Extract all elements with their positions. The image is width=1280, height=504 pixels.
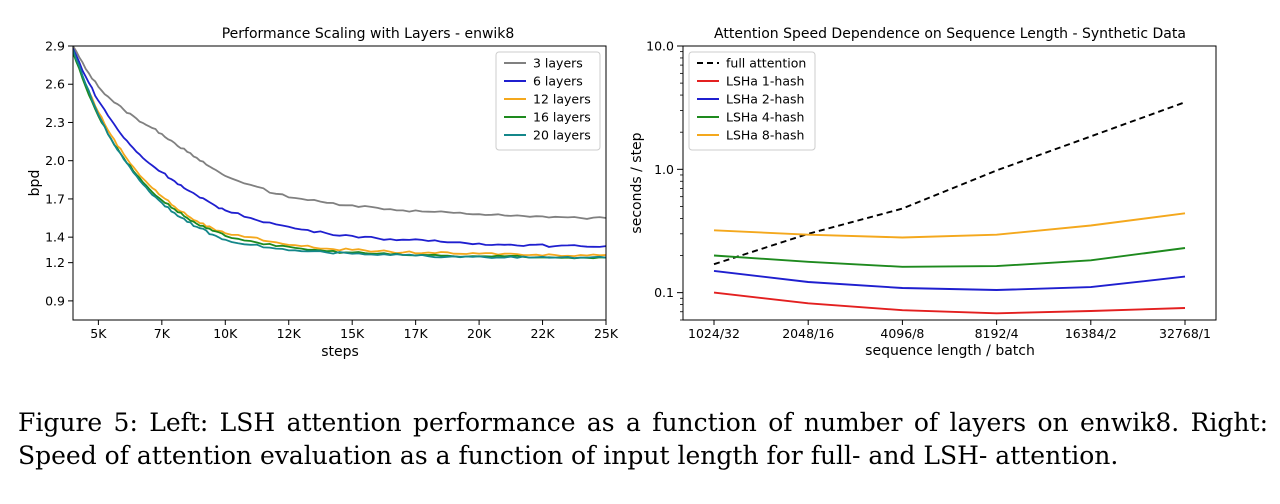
left-y-tick-label: 1.7 xyxy=(45,191,65,206)
legend-label: 12 layers xyxy=(533,92,591,107)
left-y-axis-label: bpd xyxy=(27,170,43,197)
left-series-line-12-layers xyxy=(73,50,606,258)
left-y-tick-label: 2.9 xyxy=(45,39,65,54)
right-series-line-LSHa-2-hash xyxy=(713,269,1186,291)
left-y-tick-label: 2.6 xyxy=(45,77,65,92)
left-series-line-20-layers xyxy=(73,49,606,260)
left-x-tick-label: 12K xyxy=(277,326,302,341)
legend-label: full attention xyxy=(726,56,806,71)
right-series-line-LSHa-1-hash xyxy=(713,291,1186,315)
legend-label: 3 layers xyxy=(533,56,583,71)
legend-label: LSHa 8-hash xyxy=(726,128,804,143)
right-y-tick-label: 0.1 xyxy=(654,285,674,300)
left-y-tick-label: 0.9 xyxy=(45,293,65,308)
right-y-tick-label: 10.0 xyxy=(646,39,674,54)
legend-label: 20 layers xyxy=(533,128,591,143)
left-x-tick-label: 7K xyxy=(154,326,171,341)
left-y-tick-label: 1.4 xyxy=(45,230,65,245)
right-x-tick-label: 16384/2 xyxy=(1065,326,1117,341)
legend-box xyxy=(495,51,601,151)
left-x-tick-label: 17K xyxy=(404,326,429,341)
left-chart-title: Performance Scaling with Layers - enwik8 xyxy=(222,26,515,42)
right-x-axis-label: sequence length / batch xyxy=(865,343,1035,359)
right-plot-frame xyxy=(682,45,1217,321)
left-x-tick-label: 25K xyxy=(594,326,619,341)
right-series-line-full-attention xyxy=(713,101,1186,266)
right-series-line-LSHa-4-hash xyxy=(713,247,1186,268)
right-chart: Attention Speed Dependence on Sequence L… xyxy=(629,26,1217,359)
legend-label: 16 layers xyxy=(533,110,591,125)
left-y-tick-label: 2.0 xyxy=(45,153,65,168)
left-x-tick-label: 22K xyxy=(530,326,555,341)
left-series-line-6-layers xyxy=(73,48,606,248)
right-x-tick-label: 1024/32 xyxy=(688,326,740,341)
right-x-tick-label: 4096/8 xyxy=(880,326,924,341)
left-x-tick-label: 15K xyxy=(340,326,365,341)
left-x-tick-label: 20K xyxy=(467,326,492,341)
legend-label: LSHa 4-hash xyxy=(726,110,804,125)
left-x-tick-label: 10K xyxy=(213,326,238,341)
right-y-tick-label: 1.0 xyxy=(654,162,674,177)
left-y-tick-label: 2.3 xyxy=(45,115,65,130)
right-series-line-LSHa-8-hash xyxy=(713,212,1186,239)
legend-label: LSHa 2-hash xyxy=(726,92,804,107)
left-x-tick-label: 5K xyxy=(90,326,107,341)
legend-box xyxy=(688,51,816,151)
right-y-axis-label: seconds / step xyxy=(629,132,645,233)
left-series-line-3-layers xyxy=(73,46,606,220)
figure-caption: Figure 5: Left: LSH attention performanc… xyxy=(18,408,1268,470)
left-x-axis-label: steps xyxy=(321,344,359,360)
left-series-line-16-layers xyxy=(73,52,606,260)
left-plot-frame xyxy=(72,45,607,321)
left-chart: Performance Scaling with Layers - enwik8… xyxy=(27,26,619,360)
figure: Performance Scaling with Layers - enwik8… xyxy=(27,26,1217,360)
right-chart-title: Attention Speed Dependence on Sequence L… xyxy=(714,26,1186,42)
legend-label: 6 layers xyxy=(533,74,583,89)
right-x-tick-label: 8192/4 xyxy=(975,326,1019,341)
right-x-tick-label: 32768/1 xyxy=(1159,326,1211,341)
right-x-tick-label: 2048/16 xyxy=(782,326,834,341)
legend-label: LSHa 1-hash xyxy=(726,74,804,89)
left-y-tick-label: 1.2 xyxy=(45,255,65,270)
